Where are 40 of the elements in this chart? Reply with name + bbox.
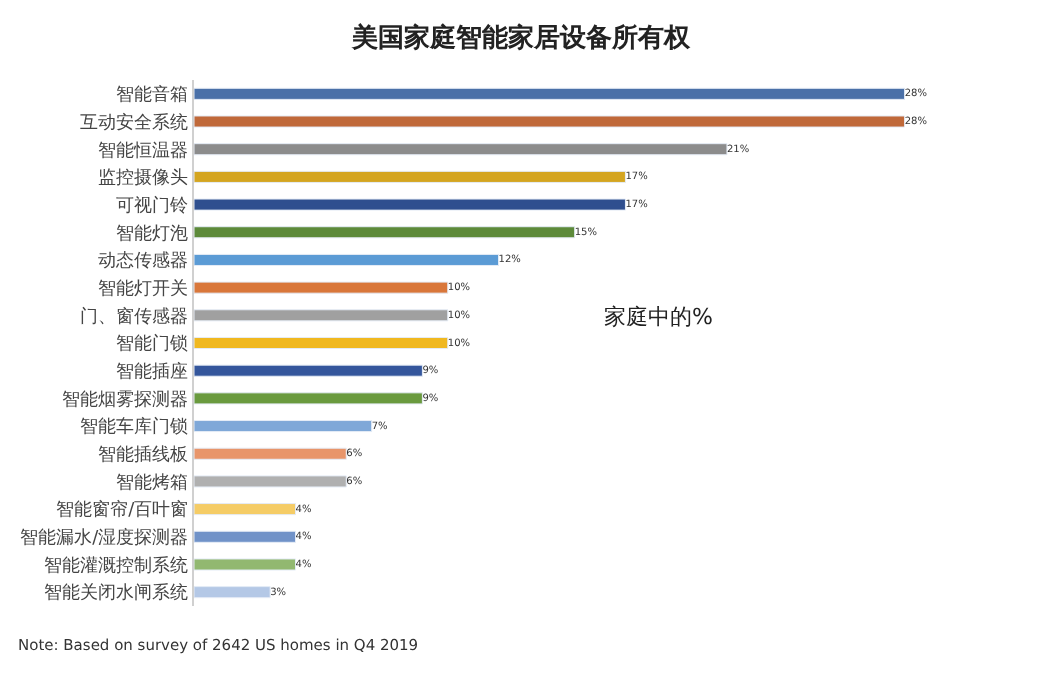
bar [194,198,626,211]
bar [194,558,297,571]
bar [194,115,906,128]
bar [194,226,576,239]
y-tick-label: 智能灯泡 [116,222,189,245]
bar [194,87,906,100]
bar [194,503,297,516]
y-tick-label: 智能恒温器 [98,139,189,162]
y-tick-label: 可视门铃 [116,194,189,217]
y-tick-label: 智能插座 [116,360,189,383]
y-tick-label: 智能烤箱 [116,471,189,494]
bar [194,392,423,405]
y-tick-label: 智能插线板 [98,444,189,467]
y-tick-label: 监控摄像头 [98,167,189,190]
y-tick-label: 智能关闭水闸系统 [44,582,189,605]
bar [194,364,423,377]
bar [194,475,347,488]
y-tick-label: 智能烟雾探测器 [62,388,189,411]
y-tick-label: 智能音箱 [116,84,189,107]
bar [194,336,449,350]
chart-title: 美国家庭智能家居设备所有权 [350,21,692,54]
bar [194,143,728,156]
y-tick-label: 智能漏水/湿度探测器 [20,527,189,550]
annotation: 家庭中的% [604,304,713,330]
bar [194,530,297,543]
bar [194,586,271,599]
y-tick-label: 智能窗帘/百叶窗 [56,499,189,522]
bar [194,170,626,183]
y-tick-label: 智能灌溉控制系统 [44,554,189,577]
bar [194,420,373,433]
y-tick-label: 智能门锁 [116,333,189,356]
bar [194,253,500,266]
y-tick-label: 智能车库门锁 [80,416,189,439]
bar [194,309,449,322]
bar [194,447,347,460]
y-tick-label: 智能灯开关 [98,277,189,300]
bar [194,281,449,294]
y-tick-label: 动态传感器 [98,250,189,273]
y-tick-label: 门、窗传感器 [80,305,189,328]
y-tick-label: 互动安全系统 [80,111,189,134]
